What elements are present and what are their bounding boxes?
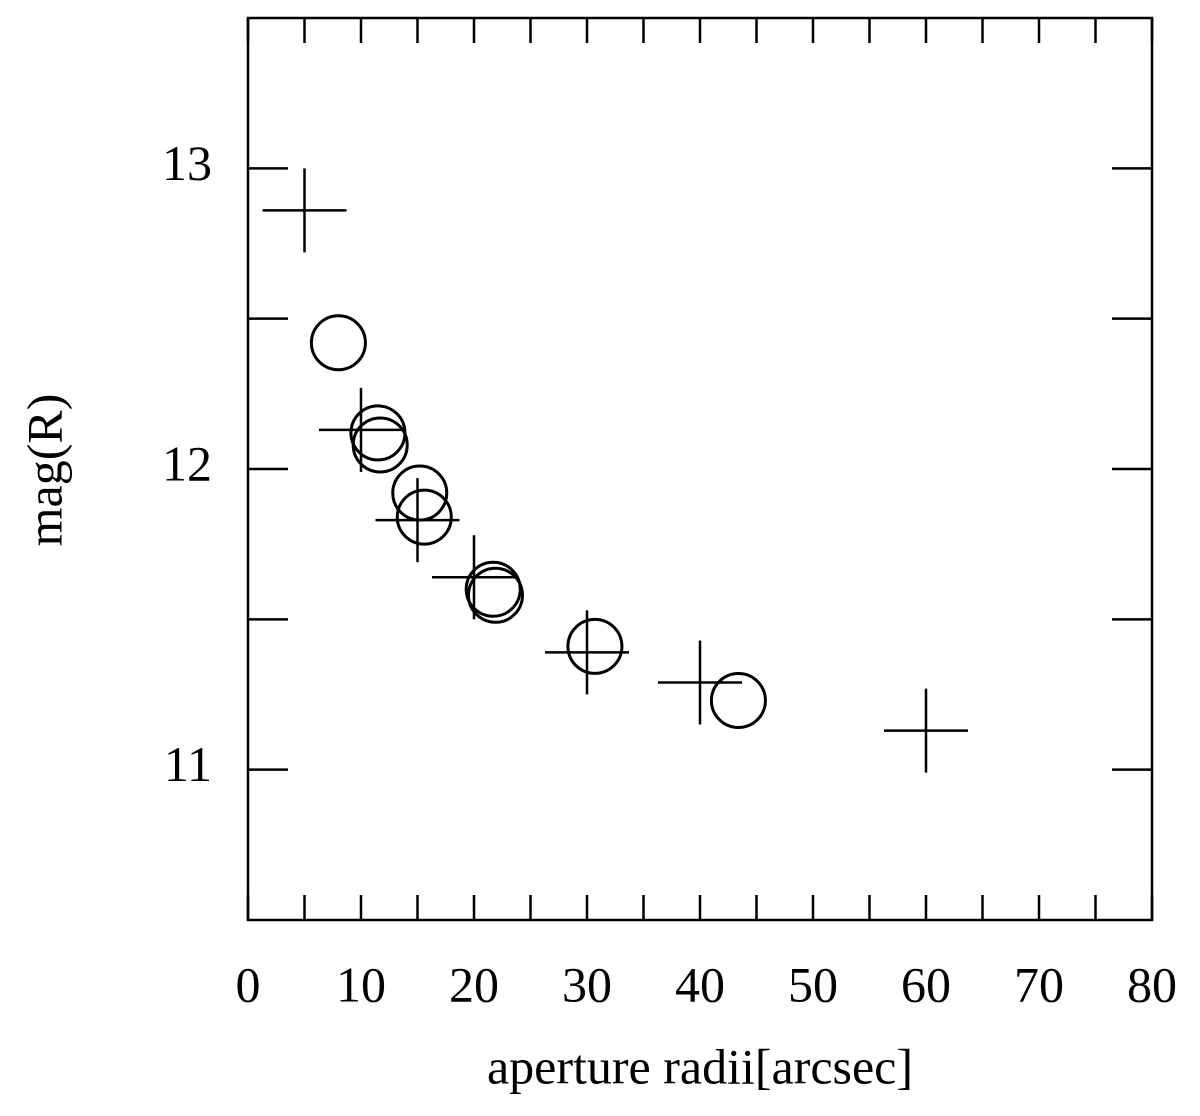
circle-marker: [464, 560, 522, 618]
circle-marker: [566, 617, 624, 675]
x-tick-label: 60: [901, 956, 951, 1012]
plus-marker: [658, 640, 742, 725]
plus-marker: [262, 168, 347, 253]
x-tick-label: 80: [1127, 956, 1177, 1012]
circle-marker: [391, 464, 449, 522]
y-axis-label: mag(R): [16, 394, 72, 547]
circle-marker: [395, 488, 453, 546]
x-tick-label: 0: [236, 956, 261, 1012]
x-tick-label: 10: [336, 956, 386, 1012]
plus-marker: [319, 387, 403, 472]
y-tick-label: 13: [162, 135, 212, 191]
circle-marker: [351, 416, 409, 474]
plot-frame: [246, 16, 1154, 922]
y-tick-label: 12: [162, 435, 212, 491]
y-tick-label: 11: [164, 736, 212, 792]
plus-marker: [545, 610, 629, 695]
x-tick-label: 70: [1014, 956, 1064, 1012]
x-tick-label: 20: [449, 956, 499, 1012]
circle-marker: [709, 672, 767, 730]
plus-marker: [884, 688, 968, 773]
x-tick-label: 50: [788, 956, 838, 1012]
x-tick-label: 30: [562, 956, 612, 1012]
circle-marker: [349, 404, 407, 462]
circle-marker: [309, 314, 367, 372]
x-axis-label: aperture radii[arcsec]: [487, 1038, 913, 1094]
circle-marker: [466, 566, 524, 624]
x-tick-label: 40: [675, 956, 725, 1012]
